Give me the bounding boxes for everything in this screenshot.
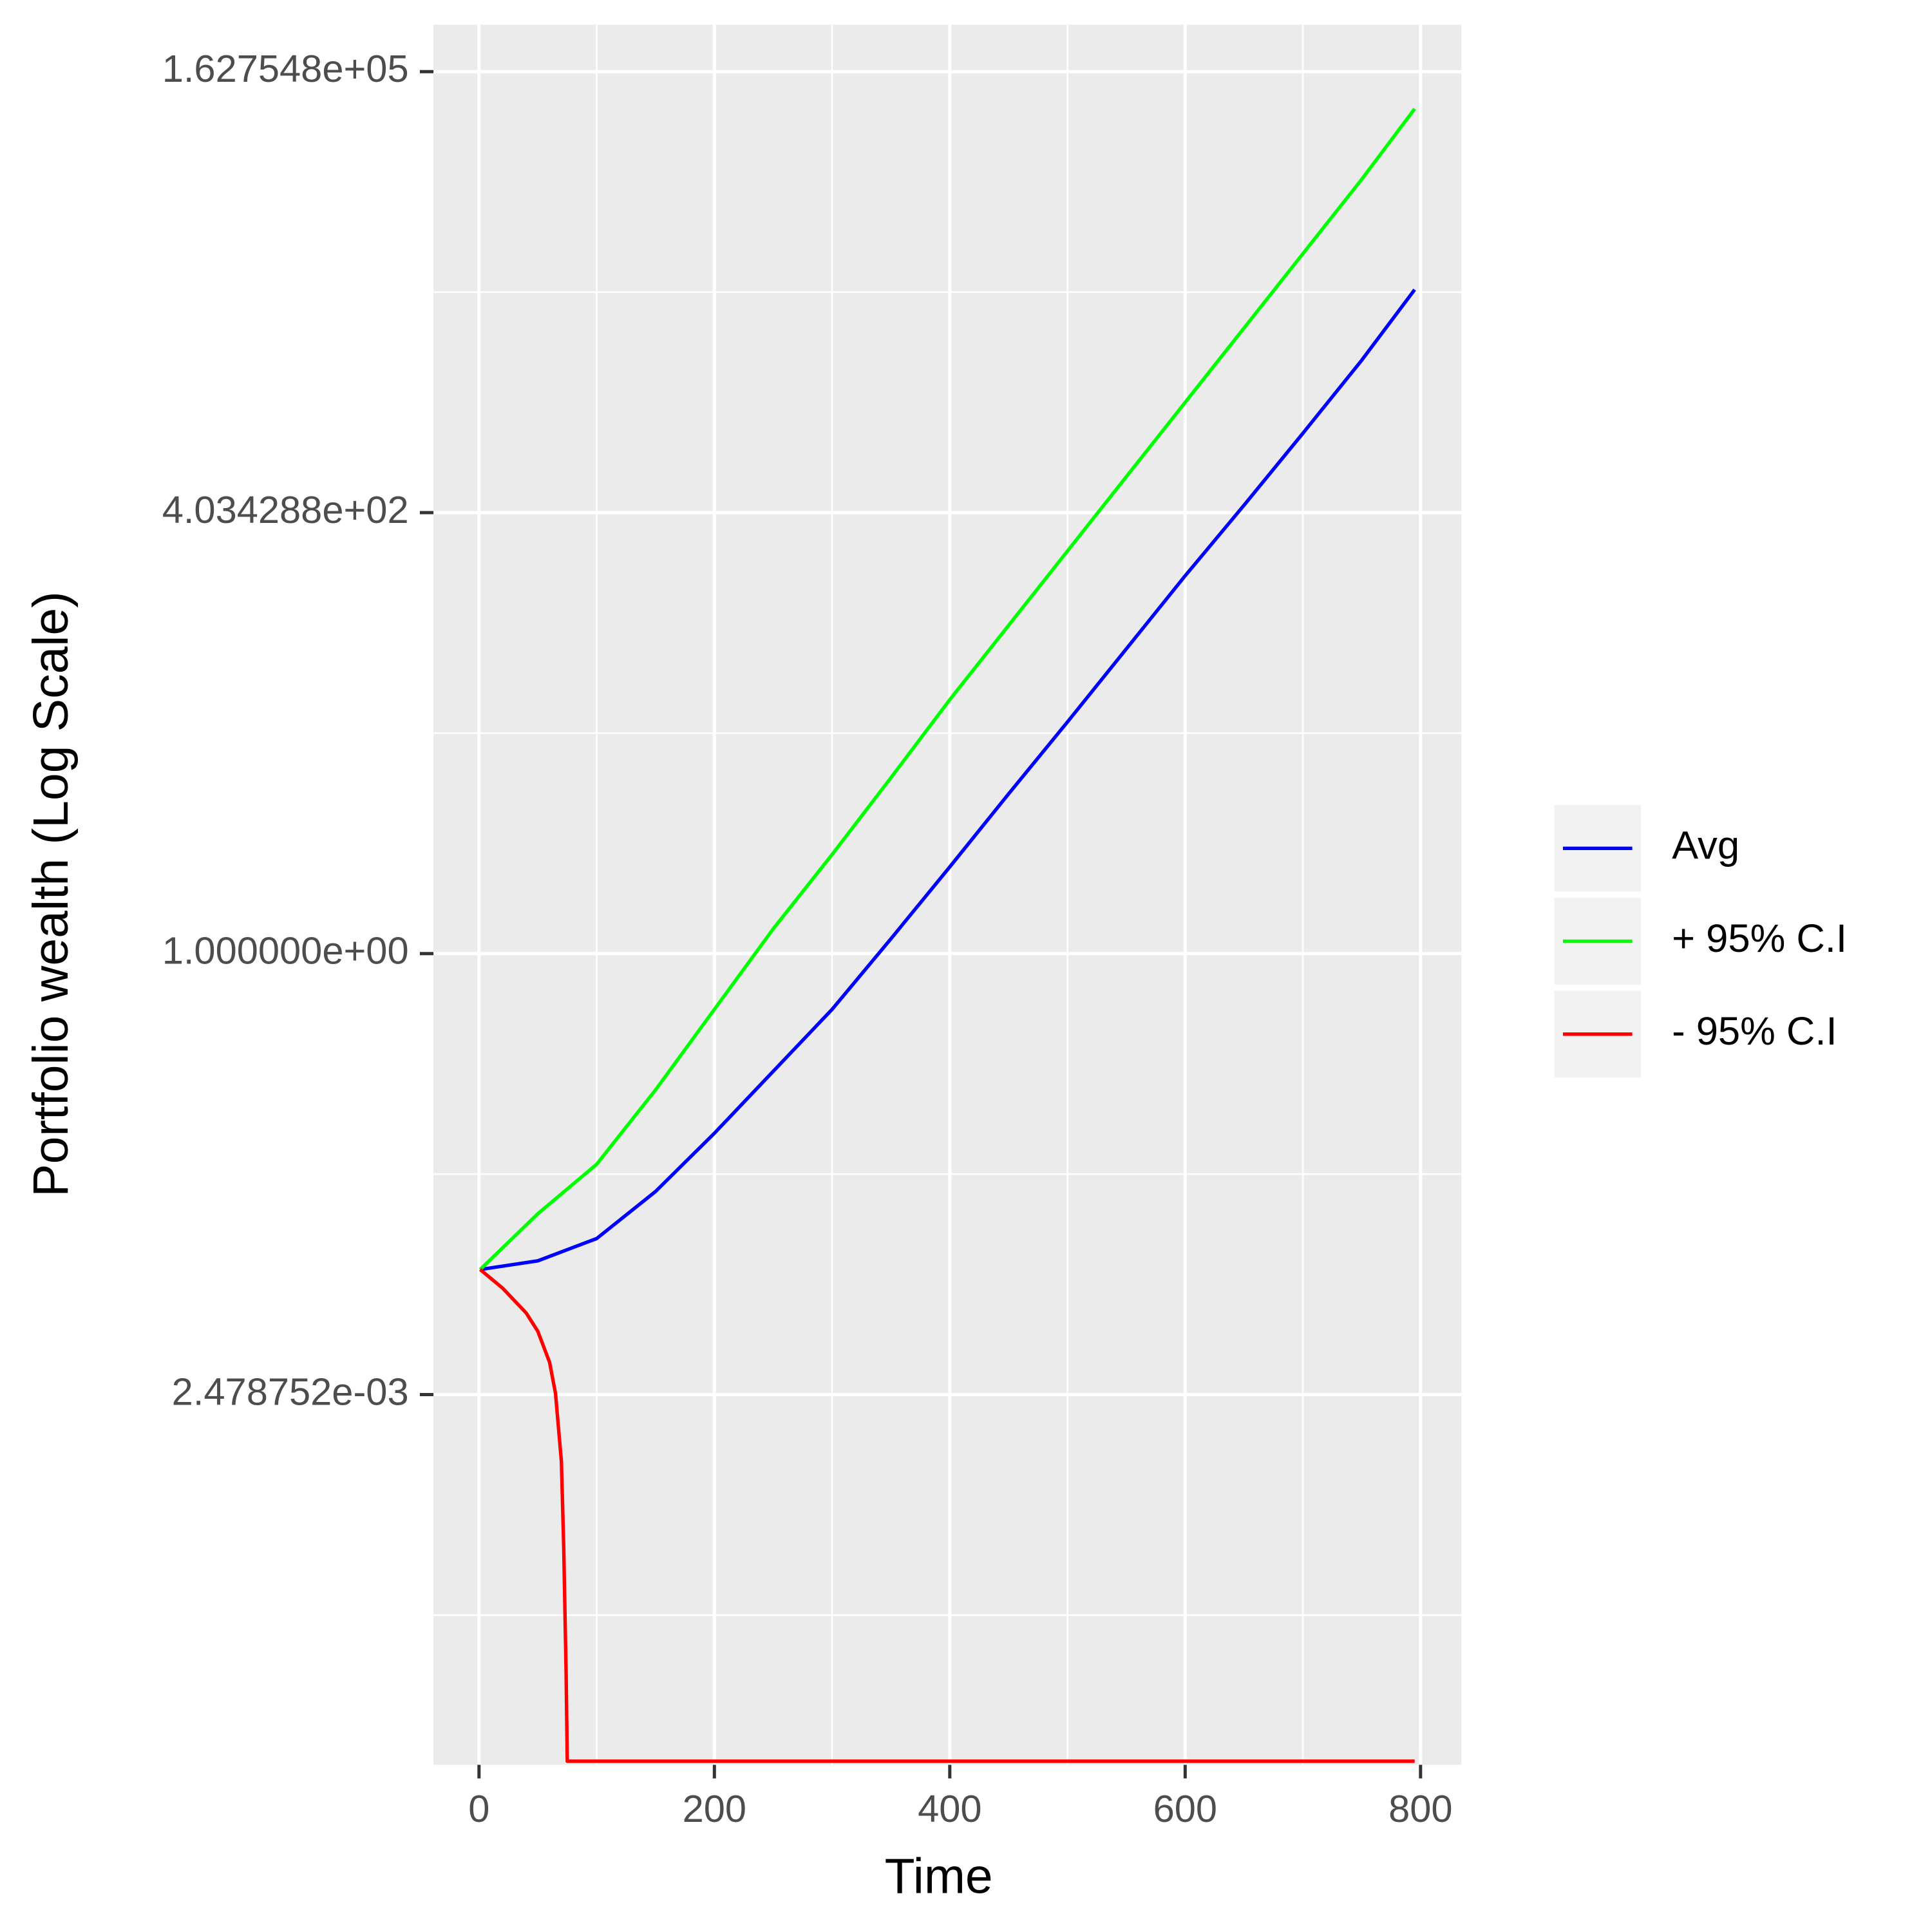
legend: Avg + 95% C.I - 95% C.I (1554, 805, 1847, 1078)
y-tick-label: 1.627548e+05 (162, 47, 409, 90)
x-tick-label: 600 (1153, 1787, 1217, 1830)
series-line (478, 1268, 1415, 1763)
y-axis-title: Portfolio wealth (Log Scale) (23, 591, 79, 1197)
series-line (478, 108, 1416, 1271)
grid: 2.478752e-03 1.000000e+00 4.034288e+02 1.62… (162, 24, 1462, 1830)
panel (433, 24, 1462, 1765)
x-tick-label: 800 (1388, 1787, 1452, 1830)
x-tick-label: 200 (683, 1787, 746, 1830)
x-axis-title: Time (885, 1849, 993, 1904)
legend-label: + 95% C.I (1672, 916, 1847, 961)
y-tick-label: 2.478752e-03 (172, 1370, 409, 1413)
x-tick-label: 400 (918, 1787, 981, 1830)
legend-label: Avg (1672, 824, 1739, 868)
series-line (480, 289, 1416, 1271)
y-tick-label: 4.034288e+02 (162, 488, 409, 531)
legend-label: - 95% C.I (1672, 1009, 1837, 1054)
y-tick-label: 1.000000e+00 (162, 929, 409, 972)
x-tick-label: 0 (468, 1787, 489, 1830)
lines (478, 108, 1416, 1763)
